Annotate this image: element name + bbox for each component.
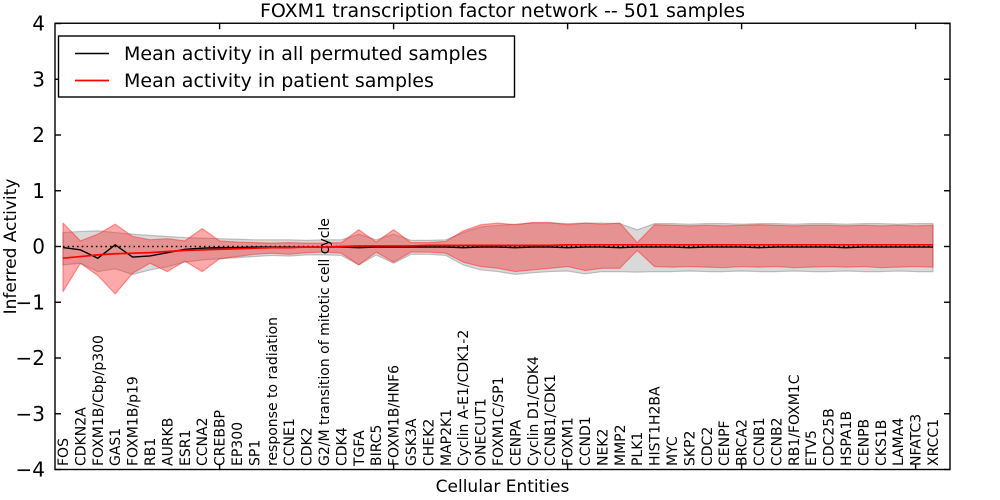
- x-tick-label: FOXM1B/Cbp/p300: [91, 335, 107, 466]
- x-tick-label: CDKN2A: [73, 407, 89, 466]
- patient-mean-line: [62, 243, 933, 260]
- y-tick-label: −1: [16, 290, 45, 314]
- x-tick-label: FOXM1B/p19: [126, 376, 142, 466]
- x-tick-label: CHEK2: [421, 419, 437, 466]
- x-tick-label: CENPB: [856, 419, 872, 466]
- x-tick-label: TGFA: [352, 430, 368, 467]
- y-tick-label: −3: [16, 402, 45, 426]
- x-tick-label: MMP2: [613, 424, 629, 466]
- x-tick-label: EP300: [230, 422, 246, 466]
- legend-item-label: Mean activity in all permuted samples: [124, 43, 487, 65]
- x-tick-label: CREBBP: [213, 410, 229, 466]
- x-tick-label: CENPF: [717, 420, 733, 466]
- x-tick-label: Cyclin A-E1/CDK1-2: [456, 330, 472, 466]
- permuted-mean-line: [62, 244, 933, 259]
- x-tick-label: CDK4: [334, 427, 350, 466]
- x-tick-label: CDC25B: [822, 408, 838, 466]
- x-tick-label: MYC: [665, 436, 681, 466]
- legend-item-label: Mean activity in patient samples: [124, 70, 434, 92]
- chart-title: FOXM1 transcription factor network -- 50…: [260, 0, 745, 22]
- x-tick-label: ONECUT1: [474, 398, 490, 466]
- permuted-std-band: [62, 222, 934, 275]
- x-tick-label: MAP2K1: [439, 409, 455, 466]
- x-tick-label: CKS1B: [874, 420, 890, 466]
- x-tick-label: PLK1: [630, 432, 646, 466]
- x-tick-label: response to radiation: [265, 317, 281, 466]
- x-tick-label: CCND1: [578, 416, 594, 466]
- x-tick-label: RB1/FOXM1C: [787, 374, 803, 466]
- x-tick-label: CENPA: [508, 419, 524, 466]
- x-tick-label: CCNB2: [769, 417, 785, 466]
- x-tick-label: Cyclin D1/CDK4: [526, 356, 542, 466]
- x-tick-label: FOXM1B/HNF6: [387, 365, 403, 466]
- x-tick-label: FOXM1: [561, 417, 577, 466]
- y-tick-label: 3: [32, 67, 45, 91]
- x-tick-label: CCNB1/CDK1: [543, 374, 559, 466]
- x-tick-label: AURKB: [160, 418, 176, 466]
- x-tick-label: CDC2: [700, 427, 716, 466]
- x-tick-label: GSK3A: [404, 418, 420, 466]
- x-tick-label: BIRC5: [369, 425, 385, 466]
- y-tick-label: 0: [32, 235, 45, 259]
- x-tick-label: BRCA2: [735, 419, 751, 466]
- x-tick-label: HIST1H2BA: [648, 386, 664, 466]
- x-axis-label: Cellular Entities: [436, 477, 570, 497]
- x-tick-label: NEK2: [595, 429, 611, 466]
- x-tick-label: LAMA4: [891, 418, 907, 466]
- y-axis-label: Inferred Activity: [1, 179, 21, 315]
- patient-std-band: [62, 221, 934, 295]
- y-tick-label: −4: [16, 458, 45, 482]
- x-tick-label: ESR1: [178, 430, 194, 466]
- x-tick-label: G2/M transition of mitotic cell cycle: [317, 218, 333, 466]
- x-tick-label: NFATC3: [909, 414, 925, 466]
- y-tick-label: 1: [32, 179, 45, 203]
- x-tick-label: SP1: [247, 440, 263, 466]
- x-tick-label: RB1: [143, 438, 159, 466]
- x-tick-label: CCNE1: [282, 418, 298, 466]
- x-tick-label: CDK2: [300, 427, 316, 466]
- x-tick-label: CCNB1: [752, 417, 768, 466]
- x-tick-label: HSPA1B: [839, 411, 855, 466]
- x-tick-label: GAS1: [108, 428, 124, 466]
- y-tick-label: 4: [32, 12, 45, 36]
- legend-box: [57, 35, 516, 98]
- y-tick-label: 2: [32, 123, 45, 147]
- x-tick-label: FOS: [56, 438, 72, 466]
- x-tick-label: SKP2: [682, 431, 698, 466]
- x-tick-label: FOXM1C/SP1: [491, 377, 507, 466]
- x-tick-label: ETV5: [804, 430, 820, 466]
- y-tick-label: −2: [16, 346, 45, 370]
- x-tick-label: CCNA2: [195, 417, 211, 466]
- x-tick-label: XRCC1: [926, 419, 942, 466]
